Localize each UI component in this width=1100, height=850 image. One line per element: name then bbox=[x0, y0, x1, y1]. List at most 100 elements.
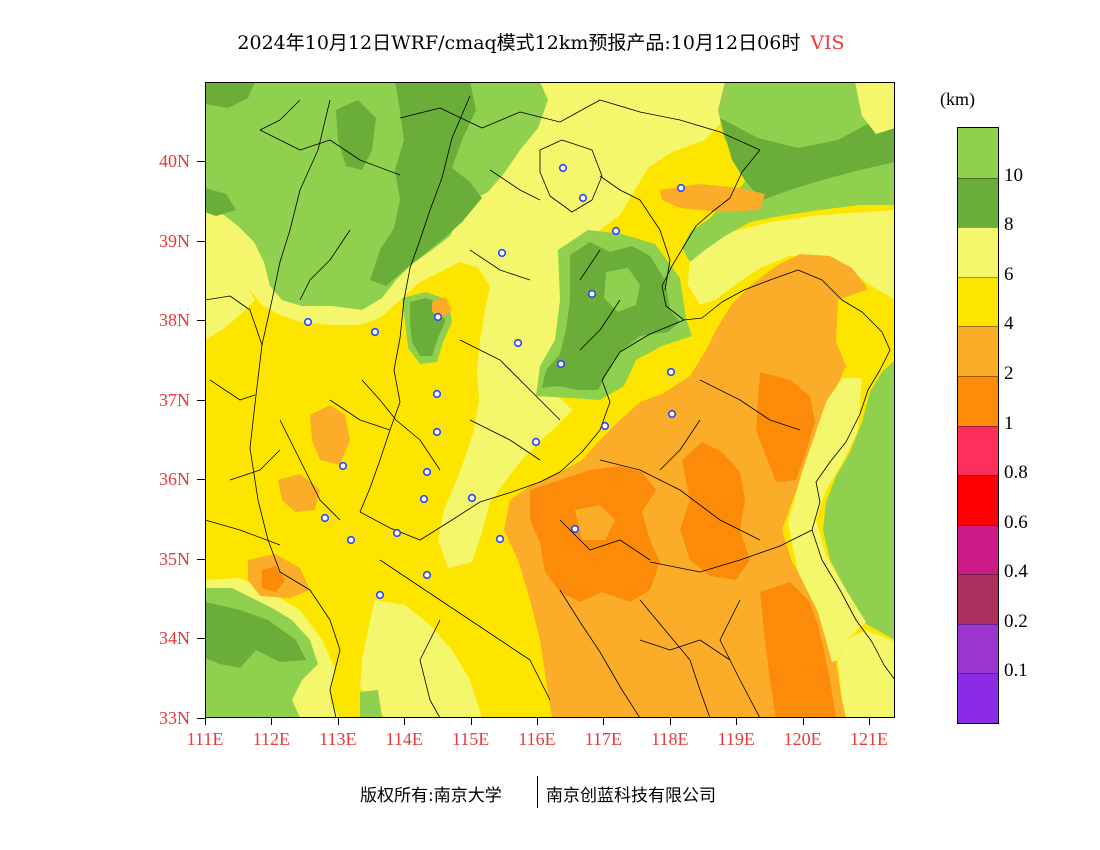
colorbar-divider bbox=[958, 475, 998, 477]
visibility-map bbox=[205, 82, 895, 718]
colorbar-divider bbox=[958, 425, 998, 427]
boundary-lines bbox=[205, 95, 895, 718]
colorbar-segment bbox=[958, 574, 998, 625]
vis-region bbox=[262, 566, 285, 592]
colorbar-label: 4 bbox=[1004, 313, 1014, 335]
colorbar bbox=[957, 127, 999, 724]
vis-region bbox=[542, 242, 680, 390]
city-marker bbox=[422, 467, 432, 477]
city-marker bbox=[600, 421, 610, 431]
colorbar-divider bbox=[958, 623, 998, 625]
city-marker bbox=[320, 513, 330, 523]
colorbar-segment bbox=[958, 623, 998, 674]
longitude-label: 117E bbox=[584, 729, 623, 749]
latitude-label: 33N bbox=[159, 707, 190, 728]
map-frame bbox=[205, 82, 895, 718]
vis-region bbox=[432, 297, 452, 318]
latitude-label: 40N bbox=[159, 151, 190, 171]
county-boundary bbox=[259, 99, 301, 131]
vis-region bbox=[205, 248, 255, 340]
longitude-label: 118E bbox=[651, 729, 689, 749]
title-text: 2024年10月12日WRF/cmaq模式12km预报产品:10月12日06时 bbox=[237, 32, 801, 54]
vis-region bbox=[278, 474, 320, 512]
colorbar-segment bbox=[958, 673, 998, 724]
county-boundary bbox=[459, 339, 561, 421]
vis-region bbox=[720, 110, 895, 200]
county-boundary bbox=[469, 419, 541, 461]
colorbar-segment bbox=[958, 276, 998, 327]
city-marker bbox=[467, 493, 477, 503]
province-boundary bbox=[599, 175, 671, 291]
longitude-tick bbox=[338, 718, 339, 725]
city-marker bbox=[433, 312, 443, 322]
latitude-tick bbox=[197, 638, 205, 639]
city-marker bbox=[432, 427, 442, 437]
coastline bbox=[661, 149, 895, 681]
city-marker bbox=[375, 590, 385, 600]
city-marker bbox=[419, 494, 429, 504]
latitude-label: 37N bbox=[159, 389, 190, 410]
longitude-tick bbox=[471, 718, 472, 725]
legend-unit: (km) bbox=[940, 89, 975, 109]
province-boundary bbox=[399, 99, 761, 151]
vis-region bbox=[838, 630, 895, 718]
colorbar-divider bbox=[958, 375, 998, 377]
latitude-label: 36N bbox=[159, 469, 190, 490]
longitude-tick bbox=[271, 718, 272, 725]
vis-region bbox=[360, 600, 482, 718]
latitude-label: 39N bbox=[159, 230, 190, 251]
vis-region bbox=[310, 405, 350, 465]
province-boundary bbox=[639, 599, 711, 718]
county-boundary bbox=[379, 559, 551, 701]
longitude-tick bbox=[670, 718, 671, 725]
colorbar-segment bbox=[958, 177, 998, 228]
colorbar-label: 0.1 bbox=[1004, 660, 1028, 682]
colorbar-label: 10 bbox=[1004, 164, 1023, 186]
longitude-tick bbox=[603, 718, 604, 725]
province-boundary bbox=[259, 129, 401, 176]
vis-region bbox=[836, 290, 895, 370]
county-boundary bbox=[469, 249, 531, 281]
vis-region bbox=[660, 184, 765, 212]
footer-separator bbox=[537, 776, 538, 808]
colorbar-segment bbox=[958, 326, 998, 377]
province-boundary bbox=[359, 95, 471, 513]
county-boundary bbox=[489, 169, 541, 201]
city-marker bbox=[370, 327, 380, 337]
county-boundary bbox=[205, 295, 263, 346]
longitude-label: 116E bbox=[518, 729, 556, 749]
chart-title: 2024年10月12日WRF/cmaq模式12km预报产品:10月12日06时 V… bbox=[0, 28, 1082, 55]
longitude-tick bbox=[404, 718, 405, 725]
vis-region bbox=[205, 602, 306, 668]
longitude-tick bbox=[205, 718, 206, 725]
province-boundary bbox=[559, 319, 685, 473]
longitude-label: 120E bbox=[783, 729, 822, 749]
colorbar-label: 6 bbox=[1004, 263, 1014, 285]
vis-region bbox=[604, 268, 640, 312]
colorbar-divider bbox=[958, 524, 998, 526]
colorbar-divider bbox=[958, 276, 998, 278]
colorbar-label: 8 bbox=[1004, 214, 1014, 236]
city-marker bbox=[338, 461, 348, 471]
colorbar-divider bbox=[958, 227, 998, 229]
county-boundary bbox=[329, 399, 391, 431]
copyright-text: 版权所有:南京大学 bbox=[360, 786, 502, 806]
city-marker bbox=[587, 289, 597, 299]
colorbar-divider bbox=[958, 673, 998, 675]
vis-region bbox=[756, 372, 815, 482]
city-marker bbox=[611, 226, 621, 236]
city-marker bbox=[346, 535, 356, 545]
city-marker bbox=[422, 570, 432, 580]
longitude-label: 115E bbox=[451, 729, 490, 749]
city-marker bbox=[558, 163, 568, 173]
vis-region bbox=[205, 188, 236, 216]
longitude-tick bbox=[537, 718, 538, 725]
latitude-label: 34N bbox=[159, 628, 190, 649]
vis-region bbox=[680, 442, 750, 580]
colorbar-segment bbox=[958, 475, 998, 526]
colorbar-divider bbox=[958, 326, 998, 328]
vis-region bbox=[788, 378, 866, 662]
county-boundary bbox=[559, 519, 651, 561]
longitude-tick bbox=[736, 718, 737, 725]
vis-region bbox=[336, 100, 376, 170]
